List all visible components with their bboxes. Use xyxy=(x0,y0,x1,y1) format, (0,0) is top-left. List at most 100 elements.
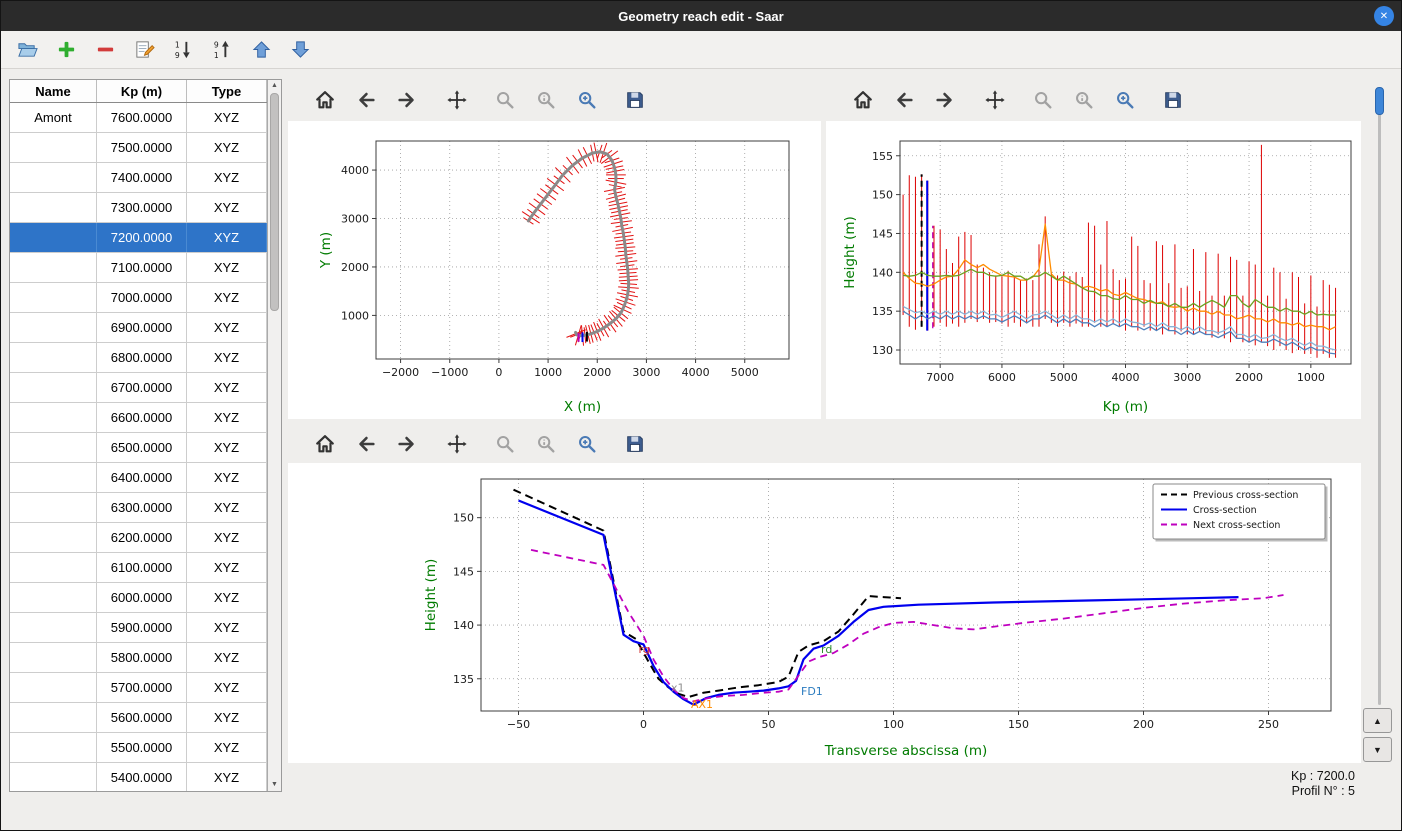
table-row[interactable]: 6900.0000 XYZ xyxy=(10,313,267,343)
cell-kp: 6600.0000 xyxy=(97,403,187,432)
svg-text:135: 135 xyxy=(453,673,474,686)
profile-down-button[interactable]: ▼ xyxy=(1363,737,1392,762)
plan-view-chart[interactable]: −2000 −1000 0 1000 2000 3000 4000 5000 1000 2000 3… xyxy=(288,121,821,419)
table-row[interactable]: 5900.0000 XYZ xyxy=(10,613,267,643)
table-row[interactable]: 6100.0000 XYZ xyxy=(10,553,267,583)
table-row[interactable]: 7000.0000 XYZ xyxy=(10,283,267,313)
cell-type: XYZ xyxy=(187,643,267,672)
cell-type: XYZ xyxy=(187,553,267,582)
cell-name xyxy=(10,253,97,282)
table-row[interactable]: 6500.0000 XYZ xyxy=(10,433,267,463)
table-scrollbar-thumb[interactable] xyxy=(270,93,279,311)
legend-box xyxy=(1152,483,1326,540)
long-pan-button[interactable] xyxy=(982,87,1008,113)
cross-save-button[interactable] xyxy=(622,431,648,457)
long-back-button[interactable] xyxy=(891,87,917,113)
long-zoom-alt-button[interactable] xyxy=(1071,87,1097,113)
edit-button[interactable] xyxy=(131,37,157,63)
zoom-icon xyxy=(497,92,514,109)
table-row[interactable]: 6700.0000 XYZ xyxy=(10,373,267,403)
annotation-AX1: AX1 xyxy=(691,698,713,711)
svg-text:250: 250 xyxy=(1258,718,1279,731)
table-row[interactable]: 7200.0000 XYZ xyxy=(10,223,267,253)
svg-text:1000: 1000 xyxy=(341,309,369,322)
long-save-button[interactable] xyxy=(1160,87,1186,113)
plan-zoom-alt-button[interactable] xyxy=(533,87,559,113)
remove-button[interactable] xyxy=(92,37,118,63)
x-axis-label: X (m) xyxy=(564,399,601,415)
header-kp[interactable]: Kp (m) xyxy=(97,80,187,102)
cross-section-chart[interactable]: rg rd FD1 AX1 x1 −50 0 50 100 150 200 250 135 140 145 1… xyxy=(288,463,1361,763)
table-row[interactable]: 6600.0000 XYZ xyxy=(10,403,267,433)
header-type[interactable]: Type xyxy=(187,80,267,102)
plan-zoom-button[interactable] xyxy=(492,87,518,113)
table-header-row: Name Kp (m) Type xyxy=(10,80,267,103)
scrollbar-down-icon[interactable]: ▼ xyxy=(271,781,278,788)
table-row[interactable]: 6800.0000 XYZ xyxy=(10,343,267,373)
header-name[interactable]: Name xyxy=(10,80,97,102)
cross-zoom-in-button[interactable] xyxy=(574,431,600,457)
long-zoom-button[interactable] xyxy=(1030,87,1056,113)
cross-zoom-button[interactable] xyxy=(492,431,518,457)
plan-save-button[interactable] xyxy=(622,87,648,113)
svg-text:−50: −50 xyxy=(507,718,530,731)
cell-name xyxy=(10,313,97,342)
cross-forward-button[interactable] xyxy=(394,431,420,457)
profile-slider-track[interactable] xyxy=(1378,87,1381,705)
profile-slider-handle[interactable] xyxy=(1375,87,1384,115)
plan-home-button[interactable] xyxy=(312,87,338,113)
close-button[interactable]: ✕ xyxy=(1374,6,1394,26)
table-row[interactable]: 7500.0000 XYZ xyxy=(10,133,267,163)
table-row[interactable]: 5500.0000 XYZ xyxy=(10,733,267,763)
long-forward-button[interactable] xyxy=(932,87,958,113)
table-row[interactable]: 5400.0000 XYZ xyxy=(10,763,267,791)
plan-pan-button[interactable] xyxy=(444,87,470,113)
table-row[interactable]: 6300.0000 XYZ xyxy=(10,493,267,523)
cell-name xyxy=(10,373,97,402)
long-zoom-in-button[interactable] xyxy=(1112,87,1138,113)
profile-slider[interactable] xyxy=(1373,87,1386,705)
cross-back-button[interactable] xyxy=(353,431,379,457)
series-bank-line xyxy=(903,268,1336,316)
cell-kp: 6200.0000 xyxy=(97,523,187,552)
svg-text:140: 140 xyxy=(453,619,474,632)
plan-zoom-in-button[interactable] xyxy=(574,87,600,113)
cross-zoom-alt-button[interactable] xyxy=(533,431,559,457)
plan-back-button[interactable] xyxy=(353,87,379,113)
longitudinal-profile-chart[interactable]: 7000 6000 5000 4000 3000 2000 1000 130 135 140 145… xyxy=(826,121,1361,419)
svg-text:4000: 4000 xyxy=(682,366,710,379)
table-row[interactable]: 5800.0000 XYZ xyxy=(10,643,267,673)
table-row[interactable]: 5700.0000 XYZ xyxy=(10,673,267,703)
table-row[interactable]: 5600.0000 XYZ xyxy=(10,703,267,733)
long-home-button[interactable] xyxy=(850,87,876,113)
add-button[interactable] xyxy=(53,37,79,63)
svg-text:3000: 3000 xyxy=(632,366,660,379)
table-row[interactable]: 6000.0000 XYZ xyxy=(10,583,267,613)
forward-icon xyxy=(398,436,414,452)
cross-pan-button[interactable] xyxy=(444,431,470,457)
move-up-button[interactable] xyxy=(248,37,274,63)
table-row[interactable]: 7400.0000 XYZ xyxy=(10,163,267,193)
table-row[interactable]: 6200.0000 XYZ xyxy=(10,523,267,553)
zoom-alt-icon xyxy=(538,92,555,109)
scrollbar-up-icon[interactable]: ▲ xyxy=(271,82,278,89)
cell-name xyxy=(10,763,97,791)
down-arrow-icon: ▼ xyxy=(1373,744,1382,755)
svg-text:145: 145 xyxy=(872,227,893,240)
table-row[interactable]: 7300.0000 XYZ xyxy=(10,193,267,223)
back-icon xyxy=(897,92,913,108)
table-row[interactable]: Amont 7600.0000 XYZ xyxy=(10,103,267,133)
river-centerline xyxy=(526,150,631,338)
profile-up-button[interactable]: ▲ xyxy=(1363,708,1392,733)
table-row[interactable]: 6400.0000 XYZ xyxy=(10,463,267,493)
table-scrollbar[interactable]: ▲ ▼ xyxy=(267,80,281,791)
table-row[interactable]: 7100.0000 XYZ xyxy=(10,253,267,283)
edit-icon xyxy=(135,41,155,58)
plan-forward-button[interactable] xyxy=(394,87,420,113)
zoom-in-icon xyxy=(1117,92,1134,109)
move-down-button[interactable] xyxy=(287,37,313,63)
open-button[interactable] xyxy=(14,37,40,63)
cross-home-button[interactable] xyxy=(312,431,338,457)
